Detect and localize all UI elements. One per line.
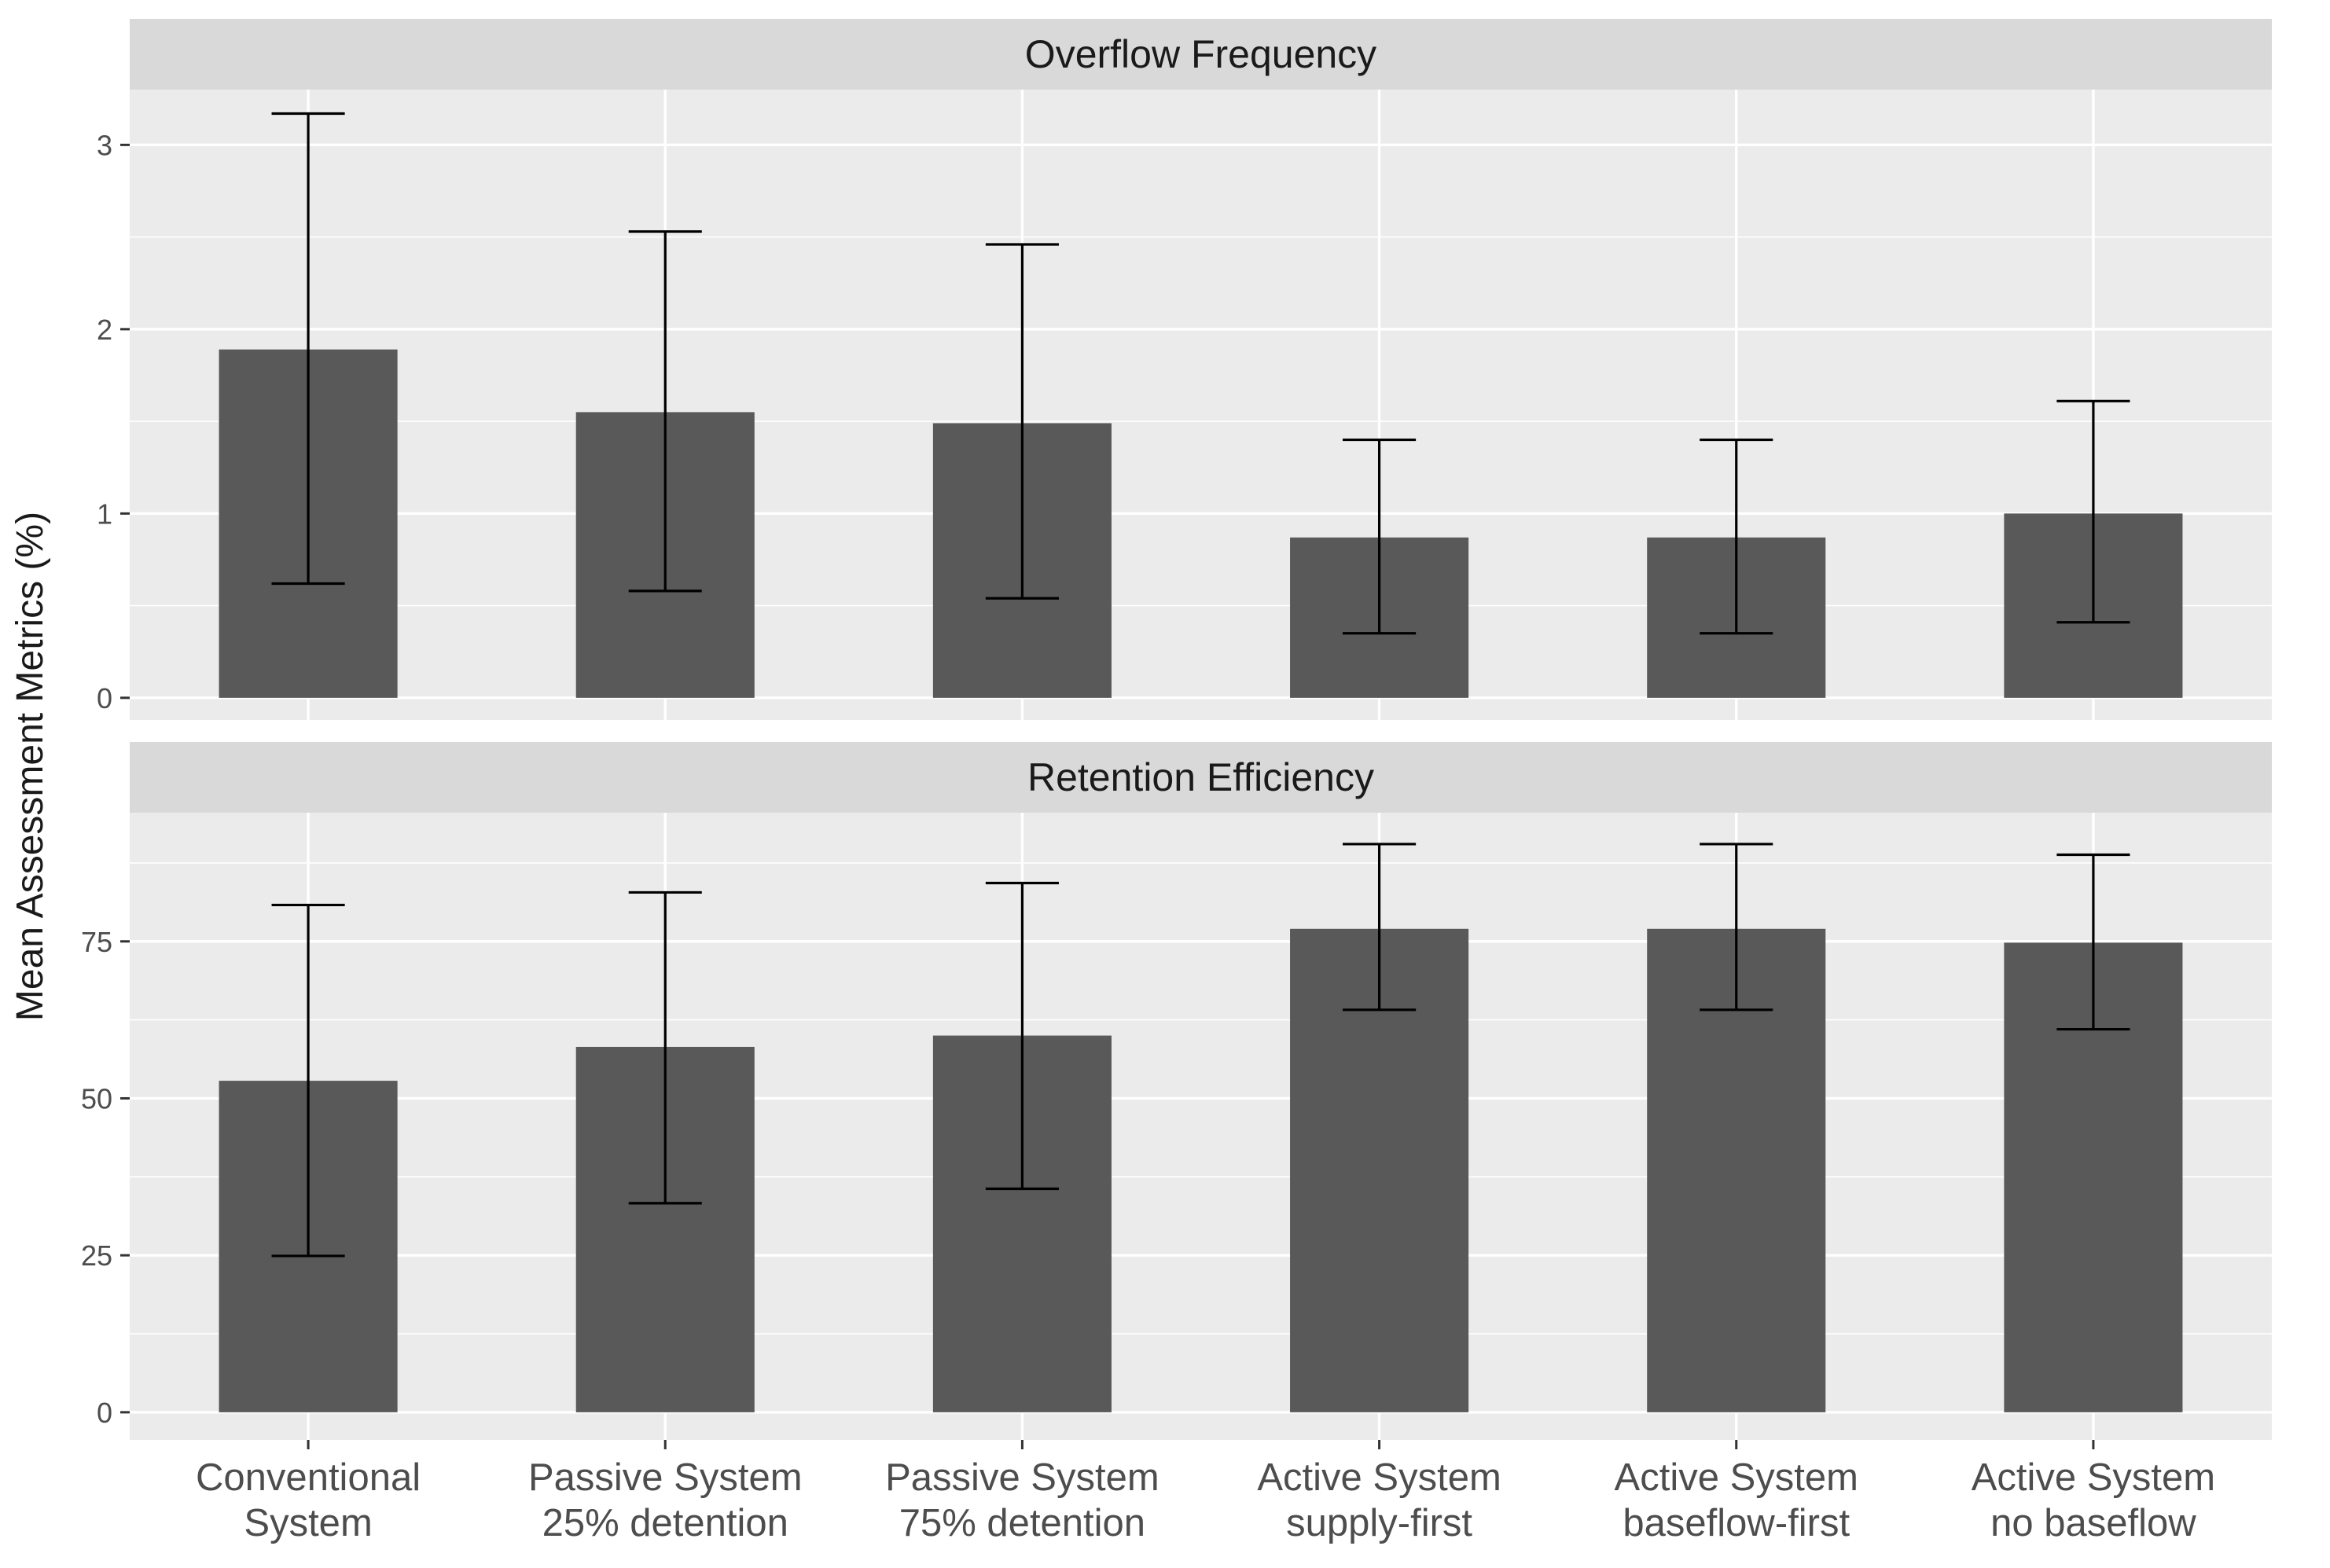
y-tick-label: 3 bbox=[97, 129, 112, 161]
x-tick-label: 25% detention bbox=[542, 1502, 788, 1544]
panel-title-1: Overflow Frequency bbox=[1025, 32, 1376, 76]
x-tick-label: Passive System bbox=[885, 1456, 1159, 1499]
x-tick-label: System bbox=[244, 1502, 372, 1544]
x-tick-label: Active System bbox=[1257, 1456, 1501, 1499]
y-tick-label: 2 bbox=[97, 314, 112, 346]
x-tick-label: no baseflow bbox=[1990, 1502, 2196, 1544]
panel-strip-1 bbox=[130, 19, 2272, 90]
x-tick-label: 75% detention bbox=[899, 1502, 1145, 1544]
x-tick-label: baseflow-first bbox=[1623, 1502, 1850, 1544]
panel-strip-2 bbox=[130, 742, 2272, 813]
x-tick-label: supply-first bbox=[1286, 1502, 1472, 1544]
y-tick-label: 1 bbox=[97, 498, 112, 530]
panel-background-2 bbox=[130, 813, 2272, 1440]
y-tick-label: 0 bbox=[97, 682, 112, 714]
y-tick-label: 25 bbox=[81, 1239, 112, 1272]
panel-background-1 bbox=[130, 90, 2272, 720]
x-tick-label: Active System bbox=[1615, 1456, 1858, 1499]
x-tick-label: Passive System bbox=[528, 1456, 803, 1499]
panel-title-2: Retention Efficiency bbox=[1027, 755, 1374, 799]
x-tick-label: Conventional bbox=[196, 1456, 421, 1499]
y-tick-label: 0 bbox=[97, 1397, 112, 1429]
y-tick-label: 50 bbox=[81, 1082, 112, 1114]
x-tick-label: Active System bbox=[1972, 1456, 2215, 1499]
y-tick-label: 75 bbox=[81, 926, 112, 958]
y-axis-title: Mean Assessment Metrics (%) bbox=[9, 512, 51, 1021]
